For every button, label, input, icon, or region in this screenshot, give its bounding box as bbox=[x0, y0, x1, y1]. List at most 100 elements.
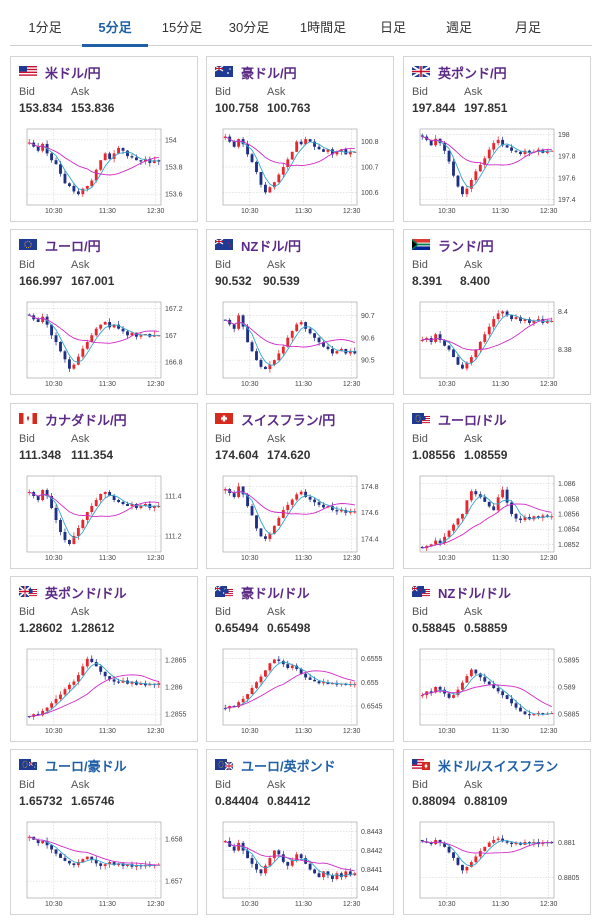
candlestick-chart[interactable]: 1.2865 1.286 1.2855 10:30 11:30 12:30 bbox=[17, 647, 193, 737]
candle-body bbox=[246, 326, 249, 343]
candlestick-chart[interactable]: 0.5895 0.589 0.5885 10:30 11:30 12:30 bbox=[410, 647, 586, 737]
pair-name[interactable]: ユーロ/英ポンド bbox=[241, 759, 336, 774]
currency-card[interactable]: NZドル/ドル Bid Ask 0.58845 0.58859 0.5895 0.589 0.… bbox=[403, 576, 591, 742]
pair-name[interactable]: ランド/円 bbox=[438, 239, 494, 254]
tab-6[interactable]: 日足 bbox=[379, 20, 406, 35]
currency-card[interactable]: ユーロ/円 Bid Ask 166.997 167.001 167.2 167 166.8 10… bbox=[10, 229, 198, 395]
candle-body bbox=[63, 689, 67, 695]
candlestick-chart[interactable]: 8.4 8.38 10:30 11:30 12:30 bbox=[410, 300, 586, 390]
candle-body bbox=[135, 332, 138, 337]
pair-name[interactable]: 英ポンド/ドル bbox=[45, 586, 127, 601]
candle-body bbox=[313, 141, 316, 147]
candle-body bbox=[41, 710, 45, 716]
x-tick-label: 10:30 bbox=[438, 381, 456, 388]
currency-card[interactable]: カナダドル/円 Bid Ask 111.348 111.354 111.4 111.2 10:… bbox=[10, 403, 198, 569]
currency-card[interactable]: NZドル/円 Bid Ask 90.532 90.539 90.7 90.6 90.5 10:3… bbox=[206, 229, 394, 395]
y-tick-label: 0.5895 bbox=[558, 657, 580, 664]
pair-name[interactable]: 豪ドル/円 bbox=[241, 66, 297, 81]
candle-body bbox=[313, 679, 316, 682]
tab-8[interactable]: 月足 bbox=[514, 20, 541, 35]
currency-card[interactable]: ユーロ/ドル Bid Ask 1.08556 1.08559 1.086 1.0858 1.0… bbox=[403, 403, 591, 569]
pair-name[interactable]: 米ドル/スイスフラン bbox=[438, 759, 559, 774]
y-tick-label: 197.4 bbox=[558, 197, 576, 204]
candle-body bbox=[68, 359, 71, 369]
pair-name[interactable]: ユーロ/豪ドル bbox=[45, 759, 127, 774]
candle-body bbox=[108, 492, 112, 496]
candle-body bbox=[246, 694, 249, 699]
tab-5[interactable]: 1時間足 bbox=[299, 20, 347, 35]
candle-body bbox=[103, 492, 107, 494]
currency-card[interactable]: 豪ドル/円 Bid Ask 100.758 100.763 100.8 100.7 100.6… bbox=[206, 56, 394, 222]
candlestick-chart[interactable]: 100.8 100.7 100.6 10:30 11:30 12:30 bbox=[213, 127, 389, 217]
tab-7[interactable]: 週足 bbox=[445, 20, 472, 35]
candle-body bbox=[281, 167, 285, 175]
candle-body bbox=[429, 842, 433, 845]
candle-body bbox=[528, 517, 531, 520]
y-tick-label: 100.7 bbox=[361, 165, 379, 172]
y-tick-label: 153.8 bbox=[165, 165, 183, 172]
candle-body bbox=[286, 504, 290, 511]
candle-body bbox=[487, 681, 491, 685]
candlestick-chart[interactable]: 167.2 167 166.8 10:30 11:30 12:30 bbox=[17, 300, 193, 390]
candle-body bbox=[126, 150, 129, 157]
candlestick-chart[interactable]: 198 197.8 197.6 197.4 10:30 11:30 12:30 bbox=[410, 127, 586, 217]
y-tick-label: 0.881 bbox=[558, 840, 576, 847]
currency-card[interactable]: 米ドル/円 Bid Ask 153.834 153.836 154 153.8 153.6 10… bbox=[10, 56, 198, 222]
bid-value: 1.65732 bbox=[19, 794, 63, 808]
tab-1[interactable]: 1分足 bbox=[28, 20, 62, 35]
nz-flag-icon bbox=[215, 239, 233, 250]
candle-body bbox=[139, 160, 143, 162]
candle-body bbox=[434, 334, 438, 342]
currency-card[interactable]: ランド/円 Bid Ask 8.391 8.400 8.4 8.38 10:30 11:30 12… bbox=[403, 229, 591, 395]
pair-name[interactable]: スイスフラン/円 bbox=[241, 413, 336, 428]
candlestick-chart[interactable]: 0.8443 0.8442 0.8441 0.844 10:30 11:30 12:30 bbox=[213, 820, 389, 910]
x-tick-label: 11:30 bbox=[99, 208, 116, 215]
pair-name[interactable]: 米ドル/円 bbox=[45, 66, 101, 81]
candlestick-chart[interactable]: 1.086 1.0858 1.0856 1.0854 1.0852 10:30 11:30 1… bbox=[410, 474, 586, 564]
pair-name[interactable]: ユーロ/円 bbox=[45, 239, 101, 254]
currency-card[interactable]: ユーロ/英ポンド Bid Ask 0.84404 0.84412 0.8443 0.8442… bbox=[206, 749, 394, 915]
plot-area bbox=[419, 821, 555, 899]
candlestick-chart[interactable]: 154 153.8 153.6 10:30 11:30 12:30 bbox=[17, 127, 193, 217]
currency-card[interactable]: 米ドル/スイスフラン Bid Ask 0.88094 0.88109 0.881 0.880… bbox=[403, 749, 591, 915]
pair-name[interactable]: 英ポンド/円 bbox=[438, 66, 507, 81]
currency-card[interactable]: スイスフラン/円 Bid Ask 174.604 174.620 174.8 174.6 17… bbox=[206, 403, 394, 569]
pair-name[interactable]: 豪ドル/ドル bbox=[241, 586, 310, 601]
pair-name[interactable]: NZドル/円 bbox=[241, 239, 301, 254]
candle-body bbox=[317, 502, 321, 505]
candlestick-chart[interactable]: 174.8 174.6 174.4 10:30 11:30 12:30 bbox=[213, 474, 389, 564]
currency-card[interactable]: ユーロ/豪ドル Bid Ask 1.65732 1.65746 1.658 1.657 10:… bbox=[10, 749, 198, 915]
pair-name[interactable]: ユーロ/ドル bbox=[438, 413, 507, 428]
candle-body bbox=[483, 158, 487, 165]
bid-value: 153.834 bbox=[19, 101, 63, 115]
y-tick-label: 174.8 bbox=[361, 484, 379, 491]
bid-label: Bid bbox=[412, 259, 428, 271]
pair-name[interactable]: カナダドル/円 bbox=[45, 413, 127, 428]
candle-body bbox=[474, 856, 478, 863]
currency-card[interactable]: 英ポンド/円 Bid Ask 197.844 197.851 198 197.8 197.6 1… bbox=[403, 56, 591, 222]
candlestick-chart[interactable]: 1.658 1.657 10:30 11:30 12:30 bbox=[17, 820, 193, 910]
candlestick-chart[interactable]: 111.4 111.2 10:30 11:30 12:30 bbox=[17, 474, 193, 564]
candle-body bbox=[492, 684, 496, 689]
candle-body bbox=[117, 681, 120, 683]
currency-card[interactable]: 英ポンド/ドル Bid Ask 1.28602 1.28612 1.2865 1.286 1.… bbox=[10, 576, 198, 742]
ca-flag-icon bbox=[19, 413, 37, 424]
tab-4[interactable]: 30分足 bbox=[228, 20, 270, 35]
ma-long-line bbox=[224, 840, 355, 872]
tab-2[interactable]: 5分足 bbox=[82, 10, 148, 47]
candle-body bbox=[94, 328, 98, 336]
candle-body bbox=[85, 342, 89, 349]
candle-body bbox=[36, 496, 40, 500]
candlestick-chart[interactable]: 0.881 0.8805 10:30 11:30 12:30 bbox=[410, 820, 586, 910]
candlestick-chart[interactable]: 90.7 90.6 90.5 10:30 11:30 12:30 bbox=[213, 300, 389, 390]
tab-3[interactable]: 15分足 bbox=[161, 20, 203, 35]
currency-card[interactable]: 豪ドル/ドル Bid Ask 0.65494 0.65498 0.6555 0.655 0.6… bbox=[206, 576, 394, 742]
candlestick-chart[interactable]: 0.6555 0.655 0.6545 10:30 11:30 12:30 bbox=[213, 647, 389, 737]
candle-body bbox=[308, 863, 312, 870]
pair-name[interactable]: NZドル/ドル bbox=[438, 586, 511, 601]
candle-body bbox=[474, 491, 478, 495]
candle-body bbox=[54, 160, 58, 165]
candle-body bbox=[272, 525, 276, 534]
gb-flag-icon bbox=[412, 66, 430, 77]
candle-body bbox=[68, 183, 71, 186]
